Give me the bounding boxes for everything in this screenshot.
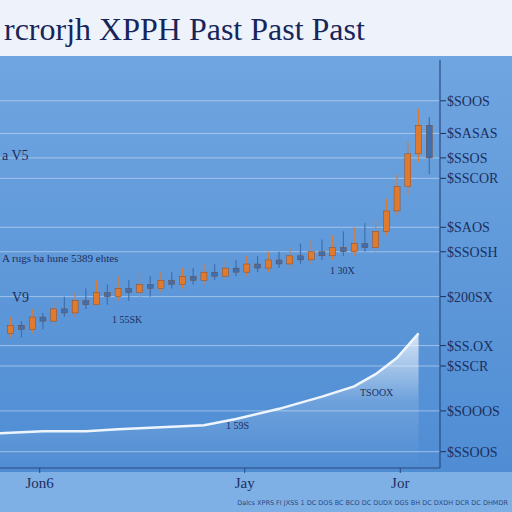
candle-body (8, 325, 14, 333)
grid-line (0, 227, 440, 228)
candle-body (276, 260, 282, 264)
y-tick-label: $SAOS (447, 220, 490, 235)
y-tick (440, 345, 446, 346)
candle-body (394, 186, 400, 210)
y-tick (440, 178, 446, 179)
y-axis-line (439, 60, 440, 468)
grid-line (0, 345, 440, 346)
y-tick (440, 100, 446, 101)
y-tick-label: $SSCOR (447, 171, 499, 186)
x-tick (244, 468, 245, 473)
x-tick (39, 468, 40, 473)
candle-body (104, 293, 110, 297)
annotation: V9 (12, 290, 29, 305)
candle-wick (300, 244, 301, 264)
candle-body (29, 317, 35, 329)
y-tick-label: $SSOOS (447, 445, 498, 460)
header-band (0, 0, 512, 56)
candle-body (265, 260, 271, 268)
candle-body (405, 154, 411, 187)
x-tick (400, 468, 401, 473)
annotation: 1 30X (330, 265, 356, 276)
candle-body (40, 317, 46, 321)
grid-line (0, 178, 440, 179)
candle-body (72, 301, 78, 313)
x-tick-label: Jay (235, 475, 255, 491)
candle-body (416, 125, 422, 154)
x-tick-label: Jor (391, 475, 409, 491)
y-tick-label: $SOOS (447, 94, 490, 109)
candle-wick (321, 240, 322, 260)
candle-body (115, 288, 121, 296)
candle-body (147, 284, 153, 288)
y-tick (440, 410, 446, 411)
y-tick (440, 133, 446, 134)
y-tick (440, 251, 446, 252)
candle-body (351, 244, 357, 252)
grid-line (0, 133, 440, 134)
candle-body (94, 293, 100, 305)
candle-body (330, 248, 336, 256)
title: rcrorjh XPPH Past Past Past (4, 11, 365, 47)
candle-body (222, 268, 228, 276)
x-tick-label: Jon6 (26, 475, 55, 491)
candle-wick (85, 288, 86, 308)
y-tick (440, 451, 446, 452)
candle-body (426, 125, 432, 158)
footer-band (0, 472, 512, 512)
y-tick-label: $SSOS (447, 151, 487, 166)
candle-body (244, 264, 250, 272)
y-tick-label: $200SX (447, 290, 493, 305)
candle-body (340, 248, 346, 252)
y-tick-label: $SS.OX (447, 339, 493, 354)
candle-body (137, 284, 143, 292)
candle-body (201, 272, 207, 280)
annotation: a V5 (2, 148, 29, 163)
background (0, 0, 512, 512)
annotation: 1 59S (226, 420, 249, 431)
candle-body (233, 268, 239, 272)
footer: Dalcs XPRS FI JXSS 1 DC DOS BC BCO DC DU… (237, 499, 508, 507)
candle-wick (343, 231, 344, 255)
area-fill (0, 333, 419, 468)
y-tick (440, 227, 446, 228)
candle-body (383, 211, 389, 231)
candle-body (179, 276, 185, 284)
candle-body (169, 280, 175, 284)
candle-body (126, 288, 132, 292)
chart: rcrorjh XPPH Past Past Past $SSOOS $SOOOS $… (0, 0, 512, 512)
annotation: TSOOX (360, 387, 394, 398)
candle-wick (64, 297, 65, 317)
annotation: 1 55SK (112, 314, 143, 325)
candle-body (83, 301, 89, 305)
candle-body (373, 231, 379, 247)
y-tick (440, 157, 446, 158)
candle-body (362, 244, 368, 248)
y-tick-label: $SASAS (447, 126, 498, 141)
candle-body (212, 272, 218, 276)
marks (0, 109, 432, 468)
candle-body (308, 252, 314, 260)
annotation: A rugs ba hune 5389 ehtes (2, 252, 118, 264)
y-tick-label: $SSCR (447, 359, 489, 374)
candle-body (61, 309, 67, 313)
candle-body (255, 264, 261, 268)
y-tick (440, 296, 446, 297)
area-line (0, 333, 419, 433)
grid-line (0, 296, 440, 297)
page: {"chart_data": { "type": "candlestick", … (0, 0, 512, 512)
grid-line (0, 100, 440, 101)
y-tick (440, 366, 446, 367)
y-tick-label: $SOOOS (447, 404, 500, 419)
candle-body (319, 252, 325, 256)
grid-line (0, 157, 440, 158)
candle-body (190, 276, 196, 280)
y-tick-label: $SSOSH (447, 245, 498, 260)
candle-body (287, 256, 293, 264)
grid-line (0, 366, 440, 367)
candle-body (51, 309, 57, 321)
candle-body (18, 325, 24, 329)
candle-body (297, 256, 303, 260)
candle-body (158, 280, 164, 288)
